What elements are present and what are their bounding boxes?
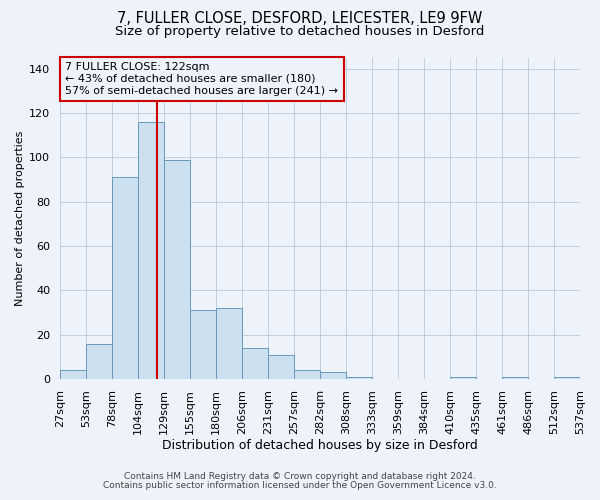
Bar: [346, 377, 372, 379]
X-axis label: Distribution of detached houses by size in Desford: Distribution of detached houses by size …: [162, 440, 478, 452]
Bar: [268, 354, 294, 379]
Text: 7 FULLER CLOSE: 122sqm
← 43% of detached houses are smaller (180)
57% of semi-de: 7 FULLER CLOSE: 122sqm ← 43% of detached…: [65, 62, 338, 96]
Bar: [242, 348, 268, 379]
Bar: [60, 370, 86, 379]
Text: Contains HM Land Registry data © Crown copyright and database right 2024.: Contains HM Land Registry data © Crown c…: [124, 472, 476, 481]
Text: 7, FULLER CLOSE, DESFORD, LEICESTER, LE9 9FW: 7, FULLER CLOSE, DESFORD, LEICESTER, LE9…: [118, 11, 482, 26]
Bar: [190, 310, 216, 379]
Bar: [138, 122, 164, 379]
Bar: [320, 372, 346, 379]
Bar: [112, 178, 138, 379]
Text: Contains public sector information licensed under the Open Government Licence v3: Contains public sector information licen…: [103, 481, 497, 490]
Bar: [294, 370, 320, 379]
Bar: [86, 344, 112, 379]
Bar: [450, 377, 476, 379]
Bar: [164, 160, 190, 379]
Bar: [502, 377, 528, 379]
Bar: [216, 308, 242, 379]
Y-axis label: Number of detached properties: Number of detached properties: [15, 130, 25, 306]
Text: Size of property relative to detached houses in Desford: Size of property relative to detached ho…: [115, 25, 485, 38]
Bar: [554, 377, 580, 379]
